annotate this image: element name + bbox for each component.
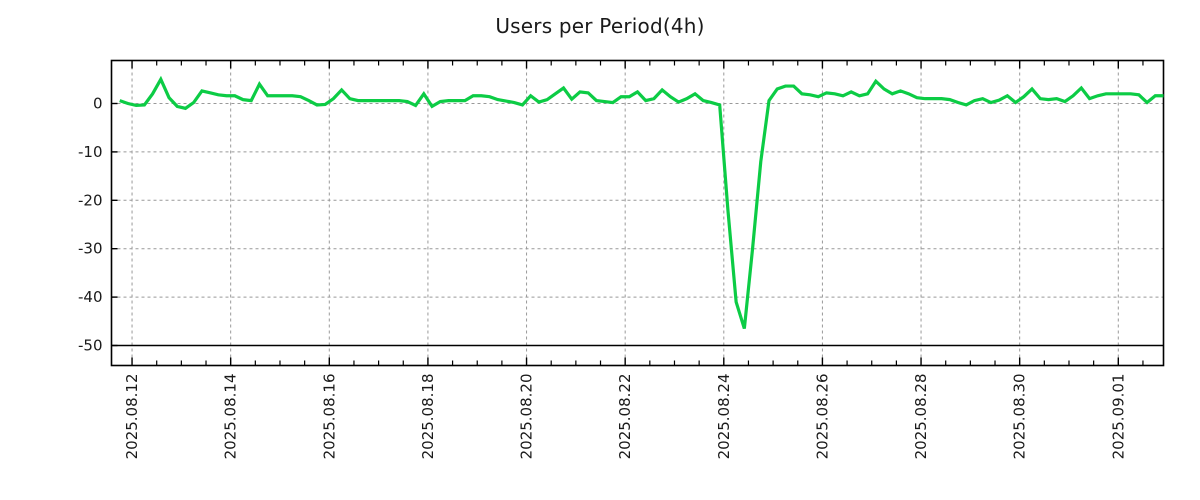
svg-text:-40: -40	[78, 288, 103, 306]
svg-text:2025.08.26: 2025.08.26	[813, 374, 831, 460]
svg-text:2025.08.18: 2025.08.18	[419, 374, 437, 460]
data-series-line	[119, 75, 1164, 330]
svg-text:-50: -50	[78, 337, 103, 355]
chart-title: Users per Period(4h)	[495, 14, 705, 38]
svg-text:2025.08.24: 2025.08.24	[715, 374, 733, 460]
axis-ticks	[111, 60, 1144, 366]
svg-text:2025.08.20: 2025.08.20	[518, 374, 536, 460]
svg-text:-10: -10	[78, 143, 103, 161]
svg-text:2025.08.16: 2025.08.16	[320, 374, 338, 460]
axis-frame	[110, 59, 1165, 367]
svg-text:0: 0	[93, 95, 103, 113]
svg-text:2025.08.22: 2025.08.22	[616, 374, 634, 460]
x-axis-tick-labels: 2025.08.12 2025.08.14 2025.08.16 2025.08.18…	[123, 374, 1127, 460]
svg-text:-20: -20	[78, 191, 103, 209]
y-axis-tick-labels: 0 -10 -20 -30 -40 -50	[78, 95, 103, 355]
svg-text:2025.08.30: 2025.08.30	[1011, 374, 1029, 460]
svg-text:2025.08.12: 2025.08.12	[123, 374, 141, 460]
svg-text:2025.09.01: 2025.09.01	[1109, 374, 1127, 460]
svg-text:2025.08.28: 2025.08.28	[912, 374, 930, 460]
grid-lines	[111, 60, 1164, 366]
svg-text:-30: -30	[78, 240, 103, 258]
svg-text:2025.08.14: 2025.08.14	[222, 374, 240, 460]
